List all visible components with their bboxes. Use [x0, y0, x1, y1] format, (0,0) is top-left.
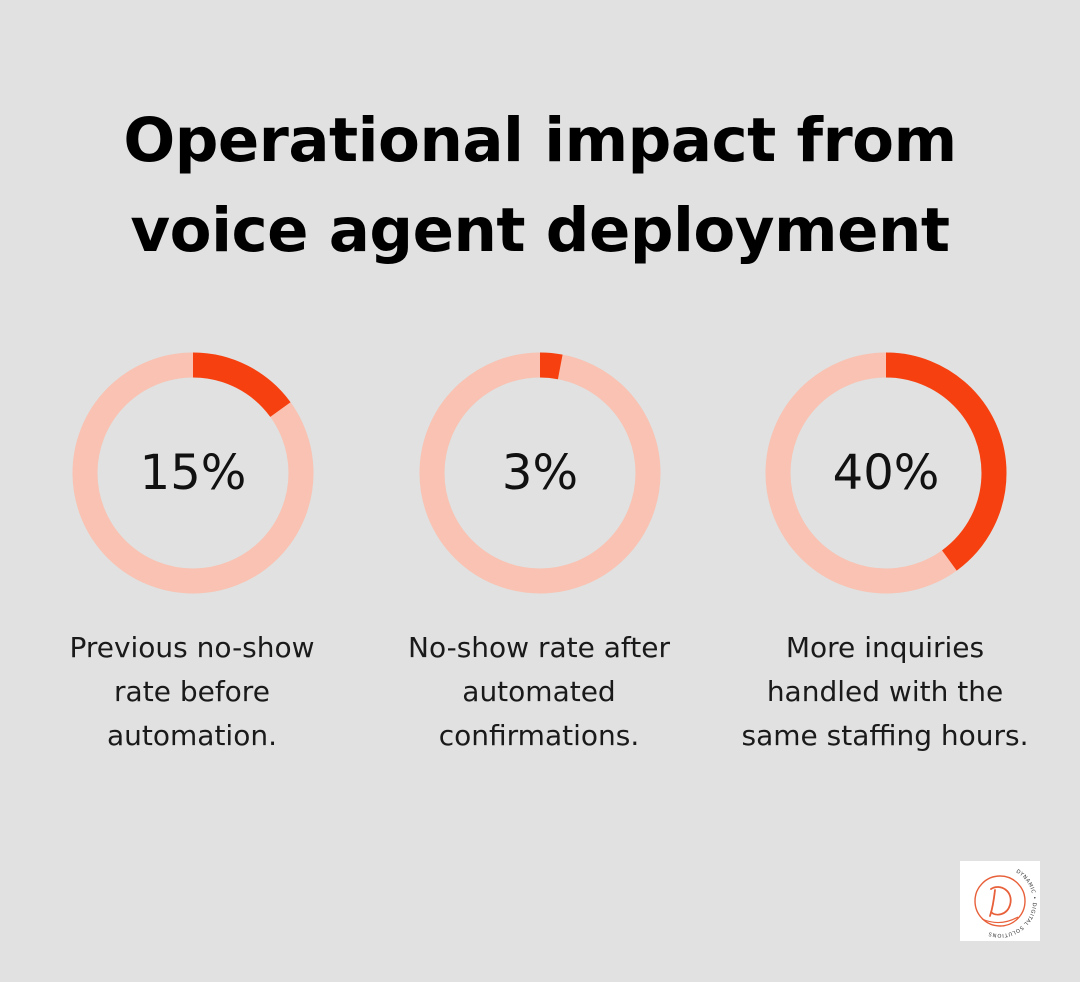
stat-caption-2: No-show rate after automated confirmatio… — [359, 626, 719, 758]
stat-value-1: 15% — [139, 445, 247, 501]
caption-1-line-2: rate before — [114, 675, 270, 708]
logo-ring — [974, 875, 1026, 927]
stat-value-2: 3% — [501, 445, 579, 501]
logo-icon: DYNAMIC • DIGITAL SOLUTIONS — [974, 869, 1036, 938]
stat-card-1: 15% Previous no-show rate before automat… — [12, 352, 372, 772]
donut-svg-2 — [419, 352, 661, 594]
caption-2-line-3: confirmations. — [438, 719, 640, 752]
donut-arc-2 — [419, 352, 661, 594]
logo-swoosh — [981, 916, 1019, 924]
caption-3-line-1: More inquiries — [785, 631, 985, 664]
donut-chart-1 — [72, 352, 314, 594]
donut-chart-3 — [765, 352, 1007, 594]
donut-svg-3 — [765, 352, 1007, 594]
donut-svg-1 — [72, 352, 314, 594]
stat-card-3: 40% More inquiries handled with the same… — [705, 352, 1065, 772]
donut-arc-3 — [765, 352, 1007, 594]
title-line-2: voice agent deployment — [130, 195, 950, 266]
donut-arc-1 — [72, 352, 314, 594]
caption-3-line-2: handled with the — [766, 675, 1004, 708]
stat-caption-1: Previous no-show rate before automation. — [12, 626, 372, 758]
company-logo: DYNAMIC • DIGITAL SOLUTIONS — [960, 861, 1040, 941]
title-line-1: Operational impact from — [123, 105, 957, 176]
stat-value-3: 40% — [832, 445, 940, 501]
caption-1-line-1: Previous no-show — [69, 631, 315, 664]
caption-2-line-1: No-show rate after — [408, 631, 670, 664]
stat-card-2: 3% No-show rate after automated confirma… — [359, 352, 719, 772]
caption-1-line-3: automation. — [107, 719, 277, 752]
logo-monogram — [989, 886, 1012, 917]
caption-2-line-2: automated — [462, 675, 616, 708]
stat-caption-3: More inquiries handled with the same sta… — [705, 626, 1065, 758]
donut-chart-2 — [419, 352, 661, 594]
page-title: Operational impact from voice agent depl… — [0, 96, 1080, 276]
caption-3-line-3: same staffing hours. — [741, 719, 1029, 752]
